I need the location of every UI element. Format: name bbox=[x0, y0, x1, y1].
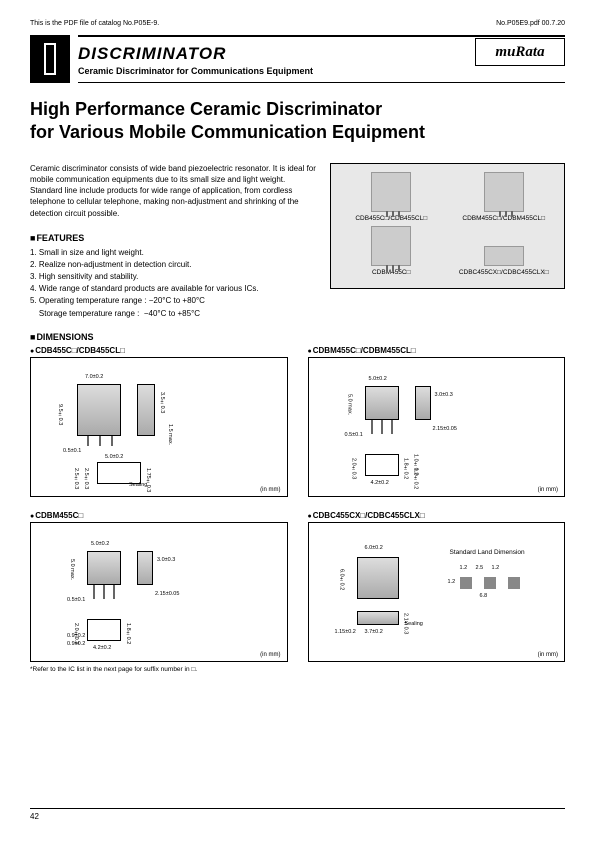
dim-drawing: 6.0±0.2 6.0±0.2 2.1±0.3 1.15±0.2 3.7±0.2… bbox=[308, 522, 566, 662]
product-item: CDB455C□/CDB455CL□ bbox=[339, 172, 444, 222]
product-label: CDBM455C□/CDBM455CL□ bbox=[452, 215, 557, 222]
dim-units: (in mm) bbox=[260, 487, 280, 493]
features-heading: FEATURES bbox=[30, 233, 318, 243]
product-image bbox=[371, 172, 411, 212]
discriminator-icon bbox=[30, 35, 70, 83]
dimensions-heading: DIMENSIONS bbox=[30, 332, 565, 342]
dim-title: CDBC455CX□/CDBC455CLX□ bbox=[308, 511, 566, 520]
product-item: CDBM455C□ bbox=[339, 226, 444, 276]
intro-text: Ceramic discriminator consists of wide b… bbox=[30, 163, 318, 219]
dimensions-grid: CDB455C□/CDB455CL□ 7.0±0.2 3.5±0.3 9.5±0… bbox=[30, 346, 565, 662]
dim-units: (in mm) bbox=[260, 652, 280, 658]
product-label: CDB455C□/CDB455CL□ bbox=[339, 215, 444, 222]
murata-logo: muRata bbox=[475, 38, 565, 66]
dimensions-section: DIMENSIONS CDB455C□/CDB455CL□ 7.0±0.2 3.… bbox=[30, 332, 565, 673]
intro-row: Ceramic discriminator consists of wide b… bbox=[30, 163, 565, 320]
product-item: CDBM455C□/CDBM455CL□ bbox=[452, 172, 557, 222]
top-bar: This is the PDF file of catalog No.P05E-… bbox=[30, 20, 565, 27]
product-row-2: CDBM455C□ CDBC455CX□/CDBC455CLX□ bbox=[339, 226, 556, 276]
product-image bbox=[371, 226, 411, 266]
left-col: Ceramic discriminator consists of wide b… bbox=[30, 163, 318, 320]
dim-panel-d: CDBC455CX□/CDBC455CLX□ 6.0±0.2 6.0±0.2 2… bbox=[308, 511, 566, 662]
dim-title: CDBM455C□ bbox=[30, 511, 288, 520]
product-images-box: CDB455C□/CDB455CL□ CDBM455C□/CDBM455CL□ … bbox=[330, 163, 565, 320]
product-image bbox=[484, 172, 524, 212]
dim-drawing: 7.0±0.2 3.5±0.3 9.5±0.3 1.5 max. 0.5±0.1… bbox=[30, 357, 288, 497]
page-number: 42 bbox=[30, 808, 565, 821]
footnote: *Refer to the IC list in the next page f… bbox=[30, 666, 565, 673]
feature-item: Storage temperature range : −40°C to +85… bbox=[40, 308, 318, 319]
feature-item: 3. High sensitivity and stability. bbox=[40, 271, 318, 282]
dim-panel-a: CDB455C□/CDB455CL□ 7.0±0.2 3.5±0.3 9.5±0… bbox=[30, 346, 288, 497]
dim-drawing: 5.0±0.2 3.0±0.3 5.0 max. 0.5±0.1 2.15±0.… bbox=[308, 357, 566, 497]
product-item: CDBC455CX□/CDBC455CLX□ bbox=[452, 246, 557, 276]
dim-title: CDB455C□/CDB455CL□ bbox=[30, 346, 288, 355]
feature-item: 1. Small in size and light weight. bbox=[40, 247, 318, 258]
product-image bbox=[484, 246, 524, 266]
product-label: CDBM455C□ bbox=[339, 269, 444, 276]
header-subtitle: Ceramic Discriminator for Communications… bbox=[78, 66, 565, 76]
product-label: CDBC455CX□/CDBC455CLX□ bbox=[452, 269, 557, 276]
dim-panel-b: CDBM455C□/CDBM455CL□ 5.0±0.2 3.0±0.3 5.0… bbox=[308, 346, 566, 497]
product-row-1: CDB455C□/CDB455CL□ CDBM455C□/CDBM455CL□ bbox=[339, 172, 556, 222]
feature-item: 2. Realize non-adjustment in detection c… bbox=[40, 259, 318, 270]
product-box: CDB455C□/CDB455CL□ CDBM455C□/CDBM455CL□ … bbox=[330, 163, 565, 289]
dim-units: (in mm) bbox=[538, 487, 558, 493]
features-list: 1. Small in size and light weight. 2. Re… bbox=[30, 247, 318, 319]
dim-units: (in mm) bbox=[538, 652, 558, 658]
main-title: High Performance Ceramic Discriminator f… bbox=[30, 98, 565, 145]
feature-item: 4. Wide range of standard products are a… bbox=[40, 283, 318, 294]
feature-item: 5. Operating temperature range : −20°C t… bbox=[40, 295, 318, 306]
dim-panel-c: CDBM455C□ 5.0±0.2 3.0±0.3 5.0 max. 0.5±0… bbox=[30, 511, 288, 662]
pdf-note: This is the PDF file of catalog No.P05E-… bbox=[30, 20, 159, 27]
dim-title: CDBM455C□/CDBM455CL□ bbox=[308, 346, 566, 355]
doc-ref: No.P05E9.pdf 00.7.20 bbox=[496, 20, 565, 27]
dim-drawing: 5.0±0.2 3.0±0.3 5.0 max. 0.5±0.1 2.15±0.… bbox=[30, 522, 288, 662]
